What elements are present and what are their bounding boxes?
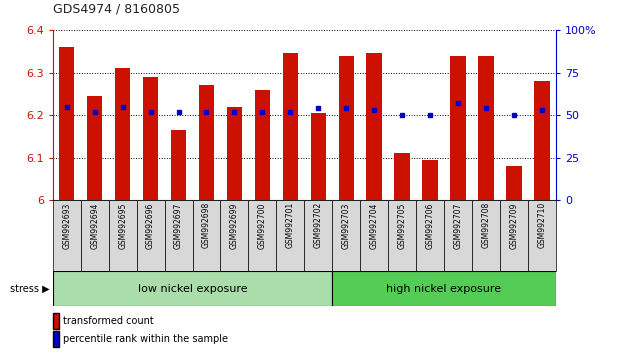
Bar xyxy=(332,271,556,306)
Bar xyxy=(199,85,214,200)
Text: GSM992698: GSM992698 xyxy=(202,202,211,249)
Bar xyxy=(332,200,360,271)
Text: GSM992701: GSM992701 xyxy=(286,202,295,249)
Text: GDS4974 / 8160805: GDS4974 / 8160805 xyxy=(53,3,180,16)
Text: GSM992694: GSM992694 xyxy=(90,202,99,249)
Bar xyxy=(53,271,332,306)
Bar xyxy=(472,200,500,271)
Bar xyxy=(444,200,472,271)
Text: GSM992700: GSM992700 xyxy=(258,202,267,249)
Text: percentile rank within the sample: percentile rank within the sample xyxy=(63,334,228,344)
Text: GSM992704: GSM992704 xyxy=(369,202,379,249)
Bar xyxy=(193,200,220,271)
Bar xyxy=(528,200,556,271)
Bar xyxy=(137,200,165,271)
Text: GSM992706: GSM992706 xyxy=(425,202,435,249)
Bar xyxy=(255,90,270,200)
Text: GSM992697: GSM992697 xyxy=(174,202,183,249)
Bar xyxy=(450,56,466,200)
Bar xyxy=(143,77,158,200)
Bar xyxy=(81,200,109,271)
Bar xyxy=(171,130,186,200)
Bar xyxy=(366,53,382,200)
Text: GSM992703: GSM992703 xyxy=(342,202,351,249)
Bar xyxy=(248,200,276,271)
Bar xyxy=(220,200,248,271)
Text: high nickel exposure: high nickel exposure xyxy=(386,284,502,293)
Bar xyxy=(394,153,410,200)
Text: transformed count: transformed count xyxy=(63,316,154,326)
Bar xyxy=(53,200,81,271)
Bar xyxy=(227,107,242,200)
Text: GSM992702: GSM992702 xyxy=(314,202,323,249)
Text: GSM992708: GSM992708 xyxy=(481,202,491,249)
Bar xyxy=(534,81,550,200)
Bar xyxy=(338,56,354,200)
Text: GSM992709: GSM992709 xyxy=(509,202,519,249)
Text: low nickel exposure: low nickel exposure xyxy=(138,284,247,293)
Text: GSM992710: GSM992710 xyxy=(537,202,546,249)
Bar xyxy=(165,200,193,271)
Bar xyxy=(416,200,444,271)
Bar xyxy=(87,96,102,200)
Bar xyxy=(506,166,522,200)
Bar xyxy=(422,160,438,200)
Bar xyxy=(304,200,332,271)
Bar xyxy=(276,200,304,271)
Text: GSM992707: GSM992707 xyxy=(453,202,463,249)
Bar xyxy=(59,47,75,200)
Bar xyxy=(109,200,137,271)
Text: GSM992705: GSM992705 xyxy=(397,202,407,249)
Bar xyxy=(115,68,130,200)
Text: GSM992699: GSM992699 xyxy=(230,202,239,249)
Text: GSM992695: GSM992695 xyxy=(118,202,127,249)
Bar xyxy=(283,53,298,200)
Bar xyxy=(388,200,416,271)
Text: GSM992693: GSM992693 xyxy=(62,202,71,249)
Bar xyxy=(360,200,388,271)
Bar xyxy=(478,56,494,200)
Text: GSM992696: GSM992696 xyxy=(146,202,155,249)
Bar xyxy=(310,113,326,200)
Bar xyxy=(500,200,528,271)
Text: stress ▶: stress ▶ xyxy=(10,284,50,293)
